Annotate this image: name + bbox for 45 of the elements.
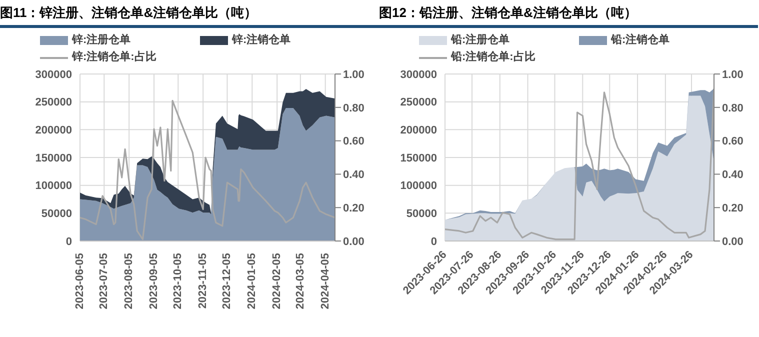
y-tick-label: 0: [66, 236, 72, 248]
y-tick-label: 250000: [35, 96, 72, 109]
y2-tick-label: 0.60: [343, 136, 364, 148]
x-tick-label: 2023-08-05: [123, 253, 136, 310]
y2-tick-label: 1.00: [722, 68, 744, 81]
y-tick-label: 150000: [35, 152, 72, 164]
y2-tick-label: 0.20: [722, 202, 744, 215]
y-tick-label: 200000: [400, 124, 437, 137]
legend-label: 铅:注销仓单: [611, 32, 670, 48]
y2-tick-label: 0.00: [343, 236, 364, 248]
x-tick-label: 2024-01-05: [246, 253, 258, 310]
y-tick-label: 100000: [400, 180, 437, 192]
y-tick-label: 100000: [35, 180, 72, 192]
y-tick-label: 300000: [35, 68, 72, 81]
legend-label: 铅:注销仓单:占比: [451, 50, 536, 65]
x-tick-label: 2023-10-05: [172, 253, 184, 310]
legend-label: 铅:注册仓单: [451, 32, 510, 48]
legend-label: 锌:注销仓单: [232, 32, 291, 48]
y2-tick-label: 0.80: [343, 102, 364, 114]
x-tick-label: 2023-06-05: [74, 253, 86, 310]
x-tick-label: 2023-11-05: [197, 253, 210, 309]
x-tick-label: 2024-04-05: [319, 253, 332, 310]
y2-tick-label: 0.60: [722, 136, 744, 148]
x-tick-label: 2024-02-05: [271, 253, 284, 310]
x-tick-label: 2023-09-05: [148, 253, 160, 310]
y2-tick-label: 0.40: [722, 169, 744, 182]
y-tick-label: 200000: [35, 124, 72, 137]
legend-label: 锌:注册仓单: [72, 32, 131, 48]
y-tick-label: 250000: [400, 96, 437, 109]
y-tick-label: 150000: [400, 152, 437, 164]
chart-title: 图12：铅注册、注销仓单&注销仓单比（吨）: [379, 0, 758, 28]
y2-tick-label: 0.80: [722, 102, 744, 114]
y2-tick-label: 0.40: [343, 169, 364, 182]
y-tick-label: 0: [430, 236, 437, 248]
y2-tick-label: 1.00: [343, 68, 364, 81]
x-tick-label: 2023-07-05: [98, 253, 110, 310]
y2-tick-label: 0.00: [722, 236, 744, 248]
legend-label: 锌:注销仓单:占比: [72, 50, 156, 65]
y-tick-label: 50000: [41, 208, 72, 220]
y-tick-label: 50000: [406, 208, 437, 220]
y-tick-label: 300000: [400, 68, 437, 81]
x-tick-label: 2023-12-05: [221, 253, 234, 310]
chart-title: 图11：锌注册、注销仓单&注销仓单比（吨）: [0, 0, 379, 28]
y2-tick-label: 0.20: [343, 202, 364, 215]
x-tick-label: 2024-03-05: [294, 253, 306, 310]
